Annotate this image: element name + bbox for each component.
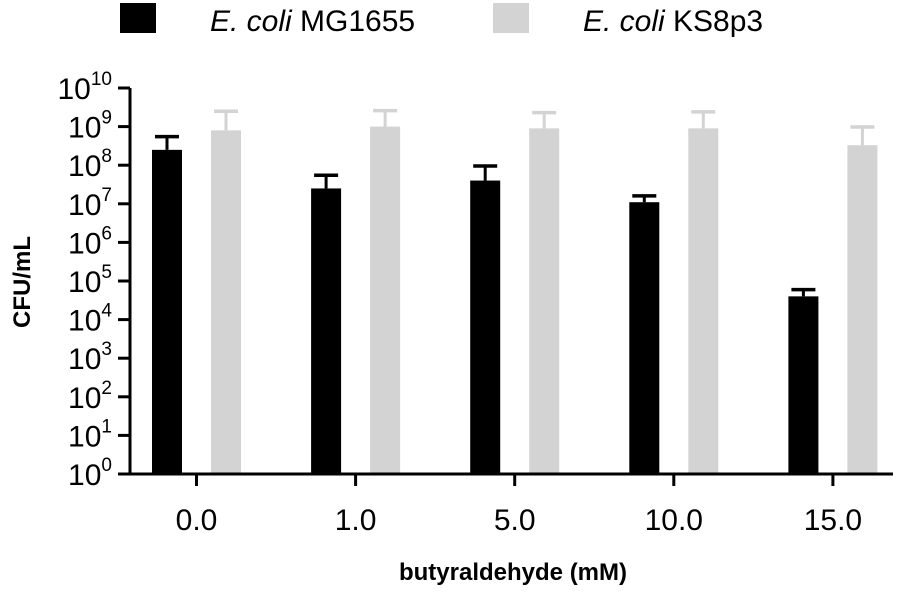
bar-mg1655 (629, 202, 660, 474)
legend: E. coli MG1655 E. coli KS8p3 (120, 3, 763, 38)
y-tick-label: 109 (68, 108, 112, 145)
x-axis-title: butyraldehyde (mM) (399, 559, 627, 586)
bar-ks8p3 (529, 128, 560, 474)
y-tick-label: 108 (68, 146, 112, 183)
legend-label: E. coli KS8p3 (583, 5, 763, 38)
bar-ks8p3 (688, 128, 719, 474)
y-axis-title: CFU/mL (9, 236, 36, 328)
x-tick-label: 1.0 (335, 504, 377, 537)
x-axis: 0.0 1.0 5.0 10.0 15.0 (128, 472, 893, 537)
x-tick-label: 0.0 (176, 504, 218, 537)
y-tick-label: 100 (68, 455, 112, 492)
y-tick-label: 104 (68, 301, 112, 338)
x-tick-label: 5.0 (494, 504, 536, 537)
legend-label: E. coli MG1655 (210, 5, 415, 38)
y-tick-label: 103 (68, 339, 112, 376)
bar-mg1655 (788, 296, 819, 474)
bar-ks8p3 (370, 126, 401, 474)
bar-mg1655 (152, 149, 182, 474)
x-tick-label: 10.0 (645, 504, 703, 537)
x-tick-label: 15.0 (804, 504, 862, 537)
bar-ks8p3 (211, 130, 241, 474)
legend-swatch (120, 3, 156, 33)
legend-swatch (493, 3, 529, 33)
y-tick-label: 101 (68, 416, 112, 453)
bar-ks8p3 (847, 145, 878, 474)
bar-mg1655 (311, 188, 342, 474)
y-tick-label: 102 (68, 378, 112, 415)
bar-mg1655 (470, 180, 501, 474)
y-tick-label: 107 (68, 185, 112, 222)
bars-group (152, 108, 878, 474)
y-tick-label: 105 (68, 262, 112, 299)
y-tick-label: 1010 (57, 69, 112, 106)
y-tick-label: 106 (68, 223, 112, 260)
